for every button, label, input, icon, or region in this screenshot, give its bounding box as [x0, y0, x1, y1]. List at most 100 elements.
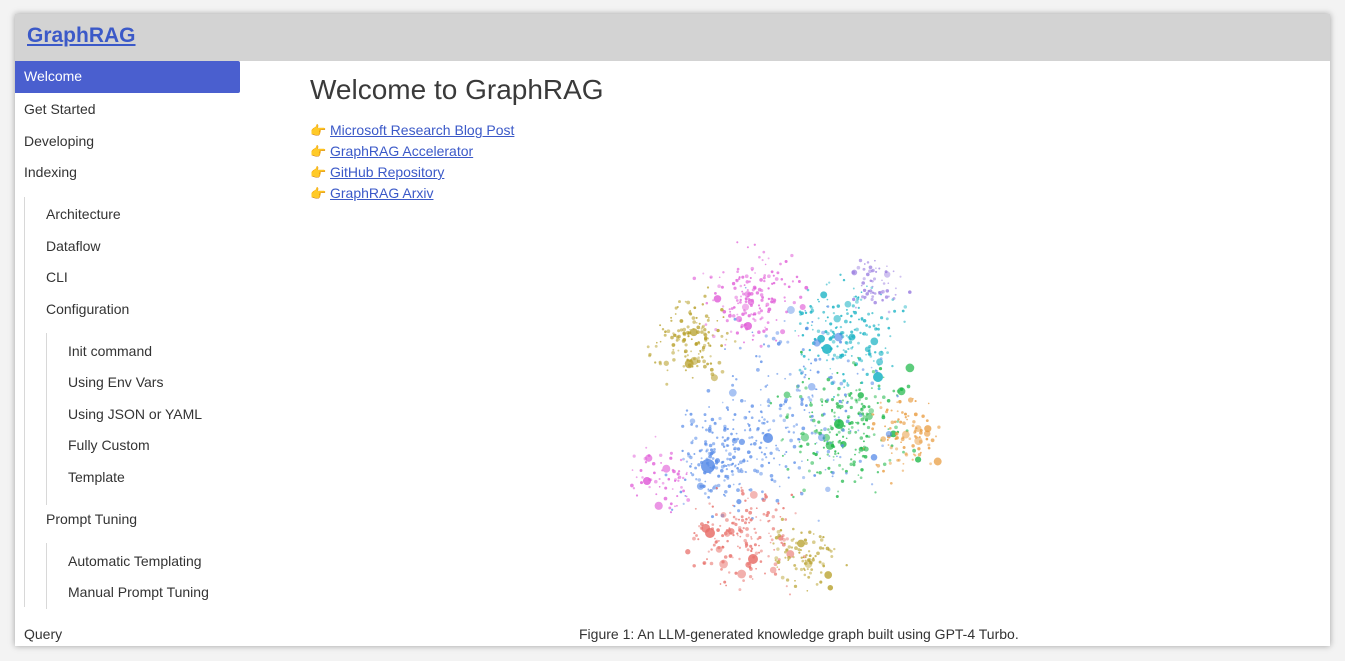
graph-node [685, 473, 688, 476]
graph-node [756, 368, 760, 372]
graph-node [865, 272, 870, 277]
graph-node [763, 418, 766, 421]
graph-node [781, 534, 785, 538]
graph-node [859, 436, 864, 440]
graph-node [759, 309, 764, 313]
graph-node [815, 430, 819, 434]
graph-node [689, 359, 693, 362]
graph-node [717, 474, 721, 478]
graph-node [710, 515, 715, 519]
sidebar-item-using-env-vars[interactable]: Using Env Vars [68, 374, 164, 390]
graph-node [764, 495, 768, 499]
graph-node [819, 571, 823, 574]
sidebar-item-dataflow[interactable]: Dataflow [46, 238, 101, 254]
graph-node [723, 439, 727, 442]
graph-node [870, 483, 874, 486]
graph-node [818, 546, 823, 550]
graph-node [888, 458, 892, 462]
graph-node [744, 400, 747, 402]
graph-node [808, 377, 810, 380]
graph-node [705, 450, 708, 453]
graph-node [698, 322, 701, 325]
graph-node [697, 352, 700, 355]
graph-node [741, 290, 744, 293]
graph-node [732, 455, 736, 460]
sidebar-item-developing[interactable]: Developing [24, 133, 95, 149]
sidebar-item-cli[interactable]: CLI [46, 269, 68, 285]
graph-node [679, 490, 683, 494]
graph-node [755, 439, 758, 442]
graph-node [712, 485, 715, 488]
graph-node [786, 467, 790, 471]
graph-node [786, 340, 790, 344]
graph-node [766, 384, 769, 387]
sidebar-item-template[interactable]: Template [68, 469, 125, 485]
graph-node [865, 353, 867, 356]
graph-node [717, 360, 722, 365]
graph-node [697, 463, 701, 467]
graph-node [725, 449, 728, 452]
graph-node [934, 435, 938, 438]
graph-node [915, 427, 918, 430]
graph-node [669, 451, 673, 455]
sidebar-item-prompt-tuning[interactable]: Prompt Tuning [46, 511, 138, 527]
graph-node [669, 502, 673, 506]
graph-node [811, 320, 814, 323]
sidebar-item-welcome[interactable]: Welcome [15, 61, 240, 93]
graph-node [814, 432, 817, 435]
graph-node [894, 287, 897, 290]
graph-node [736, 466, 739, 470]
graph-node [720, 334, 724, 338]
graph-node [900, 437, 905, 442]
graph-node [738, 438, 746, 446]
graph-node [852, 361, 856, 365]
sidebar-item-init-command[interactable]: Init command [68, 343, 153, 359]
graph-node [689, 328, 698, 337]
graph-node [725, 518, 729, 522]
sidebar-item-get-started[interactable]: Get Started [24, 101, 96, 117]
graph-node [771, 282, 774, 285]
graph-node [644, 461, 648, 464]
graph-node [684, 369, 687, 372]
sidebar-item-indexing[interactable]: Indexing [24, 164, 77, 180]
sidebar-item-configuration[interactable]: Configuration [46, 301, 130, 317]
graph-node [820, 291, 828, 299]
graph-node [745, 280, 750, 284]
graph-node [829, 375, 833, 380]
sidebar-item-using-json-or-yaml[interactable]: Using JSON or YAML [68, 406, 203, 422]
graph-node [851, 269, 858, 276]
graph-node [741, 492, 745, 496]
graph-node [689, 465, 692, 468]
link-graphrag-accelerator[interactable]: GraphRAG Accelerator [330, 143, 474, 159]
graph-node [765, 446, 768, 449]
graph-node [722, 445, 726, 448]
graph-node [709, 488, 713, 493]
sidebar-item-automatic-templating[interactable]: Automatic Templating [68, 553, 202, 569]
sidebar-item-fully-custom[interactable]: Fully Custom [68, 437, 150, 453]
graph-node [733, 448, 735, 451]
graph-node [792, 300, 796, 305]
graph-node [720, 369, 725, 374]
graph-node [728, 308, 731, 311]
link-github-repository[interactable]: GitHub Repository [330, 164, 445, 180]
graph-node [856, 265, 861, 270]
sidebar-item-architecture[interactable]: Architecture [46, 206, 121, 222]
graph-node [727, 484, 732, 488]
graph-node [648, 354, 652, 358]
graph-node [855, 399, 858, 402]
sidebar-item-query[interactable]: Query [24, 626, 63, 642]
graph-node [890, 452, 893, 454]
brand-link[interactable]: GraphRAG [27, 24, 136, 47]
graph-node [772, 457, 776, 460]
graph-node [645, 446, 648, 449]
link-graphrag-arxiv[interactable]: GraphRAG Arxiv [330, 185, 434, 201]
graph-node [744, 311, 748, 315]
sidebar-item-manual-prompt-tuning[interactable]: Manual Prompt Tuning [68, 584, 209, 600]
graph-node [734, 517, 738, 521]
link-microsoft-research-blog-post[interactable]: Microsoft Research Blog Post [330, 122, 515, 138]
graph-node [743, 284, 746, 286]
graph-node [713, 447, 716, 451]
graph-node [882, 462, 887, 467]
graph-node [758, 255, 761, 259]
graph-node [654, 435, 657, 438]
